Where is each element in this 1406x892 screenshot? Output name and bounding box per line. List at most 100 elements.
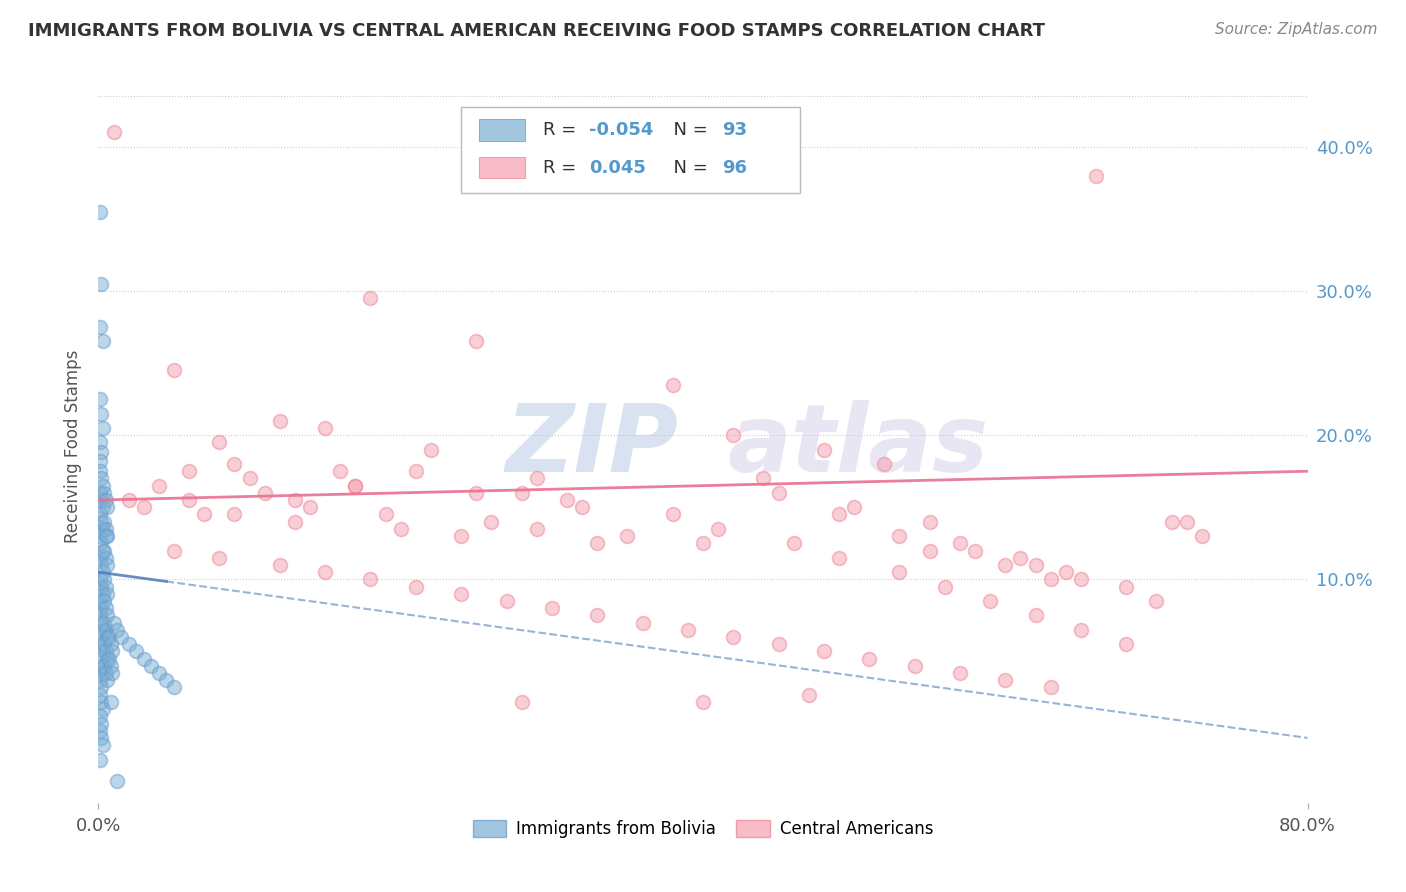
Point [994, 558, 1017, 572]
Point [91, 666, 114, 681]
Point [91, 543, 114, 558]
Point [94, 529, 117, 543]
Point [193, 508, 215, 522]
Point [1070, 572, 1092, 586]
Point [91, 421, 114, 435]
Point [93, 615, 115, 630]
Text: N =: N = [662, 121, 713, 139]
Point [465, 334, 488, 349]
Point [1085, 169, 1108, 183]
Point [586, 608, 609, 623]
Point [1070, 623, 1092, 637]
Point [89, 464, 111, 478]
Point [389, 522, 412, 536]
Point [89, 651, 111, 665]
Point [768, 637, 790, 651]
Point [94, 550, 117, 565]
Point [94, 580, 117, 594]
Point [692, 695, 714, 709]
Point [103, 615, 125, 630]
Point [93, 515, 115, 529]
Point [141, 658, 163, 673]
Point [163, 543, 186, 558]
Point [661, 508, 683, 522]
Point [179, 464, 201, 478]
Point [89, 572, 111, 586]
Point [89, 709, 111, 723]
Point [526, 522, 548, 536]
Point [918, 515, 941, 529]
Point [91, 500, 114, 515]
Point [93, 543, 115, 558]
Point [148, 666, 170, 681]
Point [828, 550, 851, 565]
Point [314, 565, 336, 579]
Point [93, 658, 115, 673]
Point [89, 454, 111, 468]
Point [90, 445, 112, 459]
Point [91, 702, 114, 716]
Point [91, 522, 114, 536]
Point [90, 695, 112, 709]
Y-axis label: Receiving Food Stamps: Receiving Food Stamps [65, 350, 83, 542]
Point [1024, 558, 1046, 572]
Point [89, 392, 111, 406]
Point [707, 522, 730, 536]
Point [93, 637, 115, 651]
Point [91, 565, 114, 579]
Point [91, 644, 114, 658]
Point [934, 580, 956, 594]
Point [90, 471, 112, 485]
Point [89, 204, 111, 219]
Point [91, 334, 114, 349]
Point [723, 428, 745, 442]
Point [96, 558, 118, 572]
Point [1175, 515, 1198, 529]
Point [526, 471, 548, 485]
Point [90, 658, 112, 673]
Point [360, 291, 382, 305]
Point [89, 550, 111, 565]
Point [405, 580, 427, 594]
Point [360, 572, 382, 586]
Point [89, 608, 111, 623]
Point [1039, 572, 1062, 586]
Point [98, 630, 121, 644]
Point [661, 377, 683, 392]
Point [994, 673, 1017, 688]
Point [89, 723, 111, 738]
Point [100, 695, 122, 709]
Point [374, 508, 396, 522]
Point [979, 594, 1001, 608]
Point [155, 673, 177, 688]
Point [813, 442, 835, 457]
Point [723, 630, 745, 644]
Point [269, 558, 291, 572]
Point [208, 435, 231, 450]
Point [904, 658, 927, 673]
Point [96, 500, 118, 515]
Point [118, 637, 141, 651]
Text: R =: R = [543, 159, 588, 177]
Point [1024, 608, 1046, 623]
Point [858, 651, 880, 665]
Point [692, 536, 714, 550]
Point [1010, 550, 1032, 565]
Point [89, 486, 111, 500]
Point [586, 536, 609, 550]
Point [90, 515, 112, 529]
Point [540, 601, 562, 615]
Point [179, 493, 201, 508]
Point [93, 594, 115, 608]
Point [90, 681, 112, 695]
Point [105, 774, 128, 789]
Point [89, 673, 111, 688]
Point [101, 666, 124, 681]
Point [98, 651, 121, 665]
Point [495, 594, 517, 608]
Point [96, 608, 118, 623]
Point [103, 125, 125, 139]
Point [89, 630, 111, 644]
Text: atlas: atlas [727, 400, 988, 492]
Point [284, 515, 307, 529]
